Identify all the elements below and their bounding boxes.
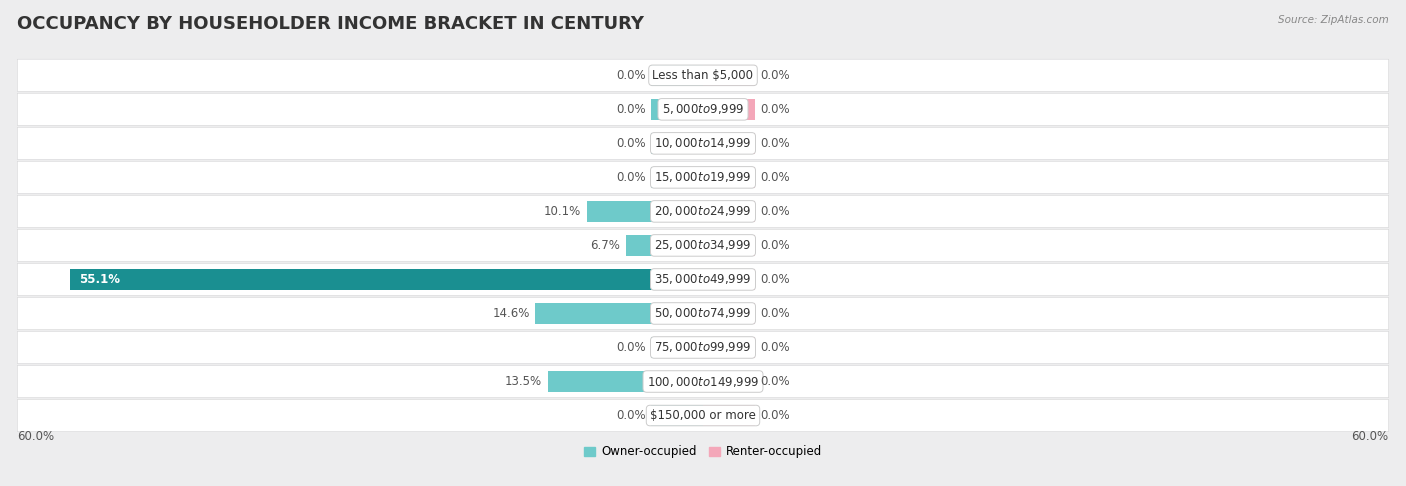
FancyBboxPatch shape: [17, 297, 1389, 330]
Text: OCCUPANCY BY HOUSEHOLDER INCOME BRACKET IN CENTURY: OCCUPANCY BY HOUSEHOLDER INCOME BRACKET …: [17, 15, 644, 33]
Bar: [536, 303, 703, 324]
Text: $75,000 to $99,999: $75,000 to $99,999: [654, 341, 752, 354]
Text: Source: ZipAtlas.com: Source: ZipAtlas.com: [1278, 15, 1389, 25]
Bar: [651, 133, 703, 154]
Text: $20,000 to $24,999: $20,000 to $24,999: [654, 205, 752, 218]
FancyBboxPatch shape: [17, 399, 1389, 432]
Text: 10.1%: 10.1%: [544, 205, 581, 218]
Text: 0.0%: 0.0%: [761, 103, 790, 116]
Text: 0.0%: 0.0%: [616, 409, 645, 422]
Text: 0.0%: 0.0%: [616, 341, 645, 354]
Text: 0.0%: 0.0%: [761, 239, 790, 252]
Bar: [588, 201, 703, 222]
FancyBboxPatch shape: [17, 195, 1389, 227]
Text: $15,000 to $19,999: $15,000 to $19,999: [654, 171, 752, 184]
Bar: [651, 167, 703, 188]
Bar: [651, 337, 703, 358]
Bar: [70, 269, 703, 290]
Bar: [703, 99, 755, 120]
Text: 0.0%: 0.0%: [761, 409, 790, 422]
Bar: [651, 99, 703, 120]
Text: 60.0%: 60.0%: [1351, 430, 1389, 443]
Bar: [703, 235, 755, 256]
Text: 0.0%: 0.0%: [616, 103, 645, 116]
Bar: [703, 133, 755, 154]
Bar: [703, 167, 755, 188]
Text: 0.0%: 0.0%: [761, 137, 790, 150]
Text: 14.6%: 14.6%: [492, 307, 530, 320]
Bar: [703, 201, 755, 222]
Text: 0.0%: 0.0%: [761, 69, 790, 82]
Text: 6.7%: 6.7%: [591, 239, 620, 252]
FancyBboxPatch shape: [17, 161, 1389, 193]
Text: $10,000 to $14,999: $10,000 to $14,999: [654, 137, 752, 150]
FancyBboxPatch shape: [17, 229, 1389, 261]
Text: $25,000 to $34,999: $25,000 to $34,999: [654, 239, 752, 252]
Text: 0.0%: 0.0%: [761, 375, 790, 388]
Text: 55.1%: 55.1%: [80, 273, 121, 286]
Bar: [703, 65, 755, 86]
Bar: [626, 235, 703, 256]
Bar: [703, 337, 755, 358]
Text: $100,000 to $149,999: $100,000 to $149,999: [647, 375, 759, 388]
Bar: [651, 65, 703, 86]
Bar: [703, 269, 755, 290]
Text: $35,000 to $49,999: $35,000 to $49,999: [654, 273, 752, 286]
FancyBboxPatch shape: [17, 331, 1389, 364]
Text: 0.0%: 0.0%: [761, 171, 790, 184]
Legend: Owner-occupied, Renter-occupied: Owner-occupied, Renter-occupied: [583, 446, 823, 458]
Text: $50,000 to $74,999: $50,000 to $74,999: [654, 307, 752, 320]
Text: 0.0%: 0.0%: [761, 205, 790, 218]
Text: $5,000 to $9,999: $5,000 to $9,999: [662, 103, 744, 116]
Text: 60.0%: 60.0%: [17, 430, 55, 443]
Text: 13.5%: 13.5%: [505, 375, 543, 388]
Bar: [703, 371, 755, 392]
FancyBboxPatch shape: [17, 127, 1389, 159]
Text: 0.0%: 0.0%: [616, 137, 645, 150]
Text: 0.0%: 0.0%: [616, 69, 645, 82]
Text: $150,000 or more: $150,000 or more: [650, 409, 756, 422]
Text: Less than $5,000: Less than $5,000: [652, 69, 754, 82]
FancyBboxPatch shape: [17, 365, 1389, 398]
FancyBboxPatch shape: [17, 59, 1389, 91]
Text: 0.0%: 0.0%: [761, 273, 790, 286]
Text: 0.0%: 0.0%: [616, 171, 645, 184]
Bar: [651, 405, 703, 426]
Text: 0.0%: 0.0%: [761, 307, 790, 320]
Bar: [548, 371, 703, 392]
Bar: [703, 303, 755, 324]
Text: 0.0%: 0.0%: [761, 341, 790, 354]
Bar: [703, 405, 755, 426]
FancyBboxPatch shape: [17, 263, 1389, 295]
FancyBboxPatch shape: [17, 93, 1389, 125]
